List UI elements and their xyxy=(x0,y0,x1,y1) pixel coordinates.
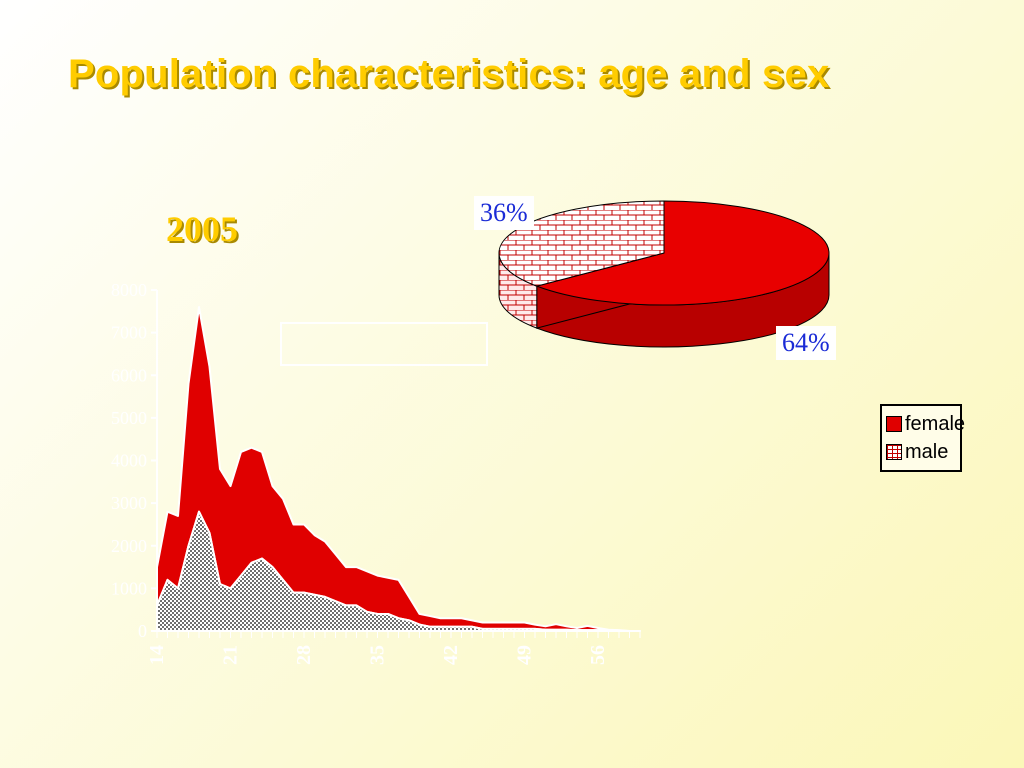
legend-item-male: male xyxy=(886,438,960,466)
male-percent-label: 36% xyxy=(474,196,534,230)
x-tick-label: 14 xyxy=(146,645,168,665)
faint-annotation-box xyxy=(280,322,488,366)
legend-swatch-female xyxy=(886,416,902,432)
legend-swatch-male xyxy=(886,444,902,460)
year-label: 2005 xyxy=(166,209,238,249)
y-tick-label: 1000 xyxy=(111,578,147,598)
y-tick-label: 3000 xyxy=(111,493,147,513)
pie-slice-male xyxy=(498,200,665,287)
y-tick-label: 6000 xyxy=(111,365,147,385)
y-tick-label: 4000 xyxy=(111,451,147,471)
x-tick-label: 49 xyxy=(514,645,536,665)
pie-legend: female male xyxy=(880,404,965,472)
series-male-area xyxy=(156,510,641,632)
y-tick-label: 2000 xyxy=(111,536,147,556)
x-tick-label: 28 xyxy=(293,645,315,665)
x-tick-label: 56 xyxy=(587,645,609,665)
pie-slice-female xyxy=(535,200,830,306)
x-tick-label: 42 xyxy=(440,645,462,665)
legend-item-female: female xyxy=(886,410,965,438)
y-tick-label: 5000 xyxy=(111,408,147,428)
female-percent-label: 64% xyxy=(776,326,836,360)
legend-label-female: female xyxy=(905,412,966,435)
slide-title: Population characteristics: age and sex xyxy=(68,52,830,96)
x-tick-label: 21 xyxy=(220,645,242,665)
y-tick-label: 8000 xyxy=(111,280,147,300)
legend-label-male: male xyxy=(905,440,949,463)
x-tick-label: 35 xyxy=(367,645,389,665)
y-tick-label: 7000 xyxy=(111,323,147,343)
y-tick-label: 0 xyxy=(138,621,147,641)
